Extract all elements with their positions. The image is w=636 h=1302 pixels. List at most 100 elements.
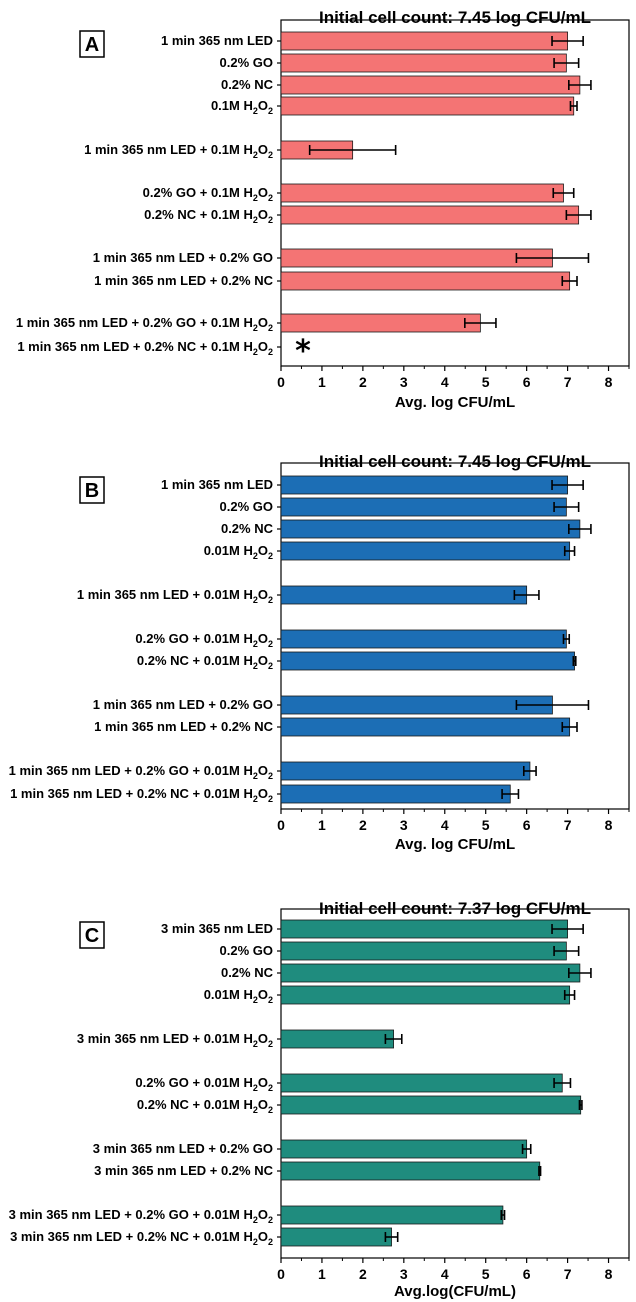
bar (280, 1139, 528, 1159)
category-label: 0.1M H2O2 (211, 98, 273, 116)
x-tick-label: 4 (441, 817, 449, 833)
chart-title: Initial cell count: 7.45 log CFU/mL (319, 452, 591, 471)
category-label: 0.2% GO (220, 55, 273, 70)
subscript: 2 (268, 551, 273, 561)
label-text: 0.2% NC (221, 521, 274, 536)
bar (280, 541, 571, 561)
x-tick-label: 4 (441, 374, 449, 390)
chart-title: Initial cell count: 7.45 log CFU/mL (319, 8, 591, 27)
category-label: 3 min 365 nm LED + 0.2% GO + 0.01M H2O2 (9, 1207, 273, 1225)
subscript: 2 (253, 1039, 258, 1049)
panel-letter-box (79, 30, 105, 58)
category-label: 0.2% GO (220, 499, 273, 514)
label-text: O (258, 207, 268, 222)
label-text: O (258, 339, 268, 354)
x-tick-label: 1 (318, 374, 326, 390)
significance-star: * (295, 334, 311, 369)
category-label: 1 min 365 nm LED + 0.2% NC + 0.1M H2O2 (17, 339, 273, 357)
bar (280, 651, 575, 671)
x-tick-label: 0 (277, 817, 285, 833)
category-label: 0.2% NC + 0.1M H2O2 (144, 207, 273, 225)
bar (280, 1205, 504, 1225)
subscript: 2 (268, 106, 273, 116)
category-label: 1 min 365 nm LED + 0.2% GO + 0.01M H2O2 (9, 763, 273, 781)
x-axis-label: Avg. log CFU/mL (395, 394, 515, 411)
category-label: 0.2% NC + 0.01M H2O2 (137, 1097, 273, 1115)
subscript: 2 (268, 661, 273, 671)
bar (280, 183, 564, 203)
category-label: 3 min 365 nm LED + 0.2% NC (94, 1163, 273, 1178)
subscript: 2 (268, 995, 273, 1005)
label-text: 0.01M H (204, 987, 253, 1002)
label-text: 0.2% NC (221, 77, 274, 92)
label-text: O (258, 1075, 268, 1090)
category-label: 0.01M H2O2 (204, 543, 273, 561)
x-tick-label: 2 (359, 374, 367, 390)
subscript: 2 (253, 1083, 258, 1093)
category-label: 1 min 365 nm LED (161, 33, 273, 48)
label-text: 3 min 365 nm LED + 0.2% NC + 0.01M H (10, 1229, 253, 1244)
label-text: 1 min 365 nm LED + 0.2% GO (93, 697, 273, 712)
label-text: O (258, 786, 268, 801)
label-text: O (258, 185, 268, 200)
label-text: 3 min 365 nm LED (161, 921, 273, 936)
label-text: 0.2% GO + 0.1M H (143, 185, 253, 200)
label-text: 3 min 365 nm LED + 0.2% GO + 0.01M H (9, 1207, 253, 1222)
bar (280, 53, 567, 73)
bar (280, 784, 511, 804)
subscript: 2 (268, 1215, 273, 1225)
subscript: 2 (253, 551, 258, 561)
category-label: 3 min 365 nm LED + 0.01M H2O2 (77, 1031, 273, 1049)
label-text: 3 min 365 nm LED + 0.2% GO (93, 1141, 273, 1156)
x-tick-label: 5 (482, 1266, 490, 1282)
subscript: 2 (268, 1105, 273, 1115)
subscript: 2 (268, 1237, 273, 1247)
subscript: 2 (253, 215, 258, 225)
label-text: O (258, 1207, 268, 1222)
x-tick-label: 3 (400, 1266, 408, 1282)
x-tick-label: 0 (277, 374, 285, 390)
label-text: O (258, 142, 268, 157)
category-label: 1 min 365 nm LED + 0.2% NC (94, 273, 273, 288)
panel-letter: A (85, 34, 99, 56)
label-text: 1 min 365 nm LED (161, 477, 273, 492)
subscript: 2 (253, 995, 258, 1005)
label-text: O (258, 1031, 268, 1046)
label-text: O (258, 1229, 268, 1244)
category-label: 1 min 365 nm LED + 0.2% GO (93, 697, 273, 712)
category-label: 0.2% NC (221, 965, 274, 980)
label-text: 0.2% NC + 0.1M H (144, 207, 253, 222)
subscript: 2 (253, 771, 258, 781)
bar (280, 96, 575, 116)
label-text: O (258, 987, 268, 1002)
subscript: 2 (268, 215, 273, 225)
x-tick-label: 7 (564, 1266, 572, 1282)
subscript: 2 (253, 347, 258, 357)
subscript: 2 (268, 794, 273, 804)
label-text: 0.2% GO + 0.01M H (135, 1075, 252, 1090)
panel-letter: B (85, 480, 99, 502)
category-label: 0.2% NC (221, 521, 274, 536)
category-label: 1 min 365 nm LED + 0.1M H2O2 (84, 142, 273, 160)
label-text: O (258, 315, 268, 330)
x-tick-label: 1 (318, 1266, 326, 1282)
subscript: 2 (253, 150, 258, 160)
label-text: 0.2% NC (221, 965, 274, 980)
label-text: 0.2% NC + 0.01M H (137, 653, 253, 668)
bar (280, 1227, 392, 1247)
bar (280, 985, 571, 1005)
bar (280, 271, 571, 291)
label-text: O (258, 653, 268, 668)
x-tick-label: 1 (318, 817, 326, 833)
category-label: 1 min 365 nm LED + 0.2% GO (93, 250, 273, 265)
x-tick-label: 8 (605, 374, 613, 390)
label-text: O (258, 631, 268, 646)
subscript: 2 (253, 794, 258, 804)
subscript: 2 (253, 1215, 258, 1225)
category-label: 0.2% NC + 0.01M H2O2 (137, 653, 273, 671)
bar (280, 761, 531, 781)
category-label: 3 min 365 nm LED (161, 921, 273, 936)
subscript: 2 (253, 106, 258, 116)
